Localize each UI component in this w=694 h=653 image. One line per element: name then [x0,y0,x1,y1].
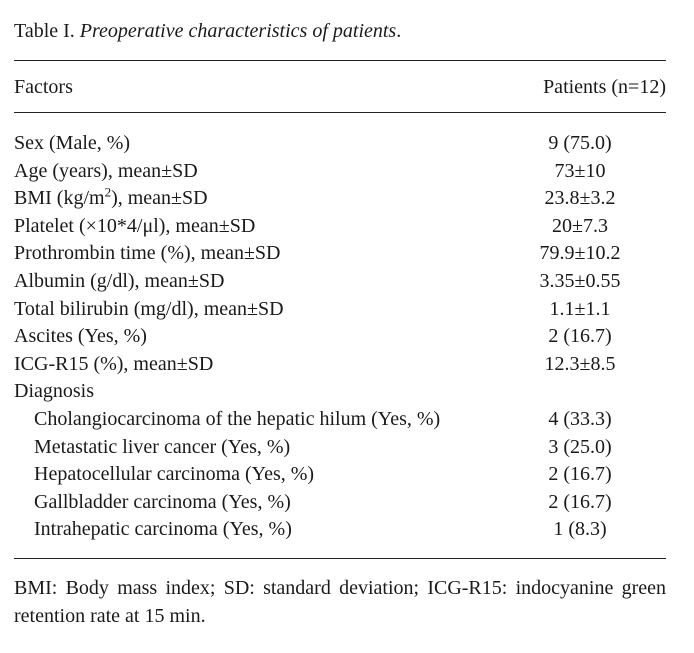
row-label: Albumin (g/dl), mean±SD [14,269,225,292]
table-footnote: BMI: Body mass index; SD: standard devia… [14,577,666,627]
table-row: Hepatocellular carcinoma (Yes, %) 2 (16.… [14,461,666,489]
row-value: 3 (25.0) [548,435,612,458]
row-value: 9 (75.0) [548,132,612,154]
caption-title: Preoperative characteristics of patients [79,20,397,42]
bottom-rule [14,558,666,559]
table-row: Total bilirubin (mg/dl), mean±SD 1.1±1.1 [14,296,666,324]
row-label: Hepatocellular carcinoma (Yes, %) [34,463,315,486]
table-row: Sex (Male, %) 9 (75.0) [14,130,666,158]
row-value: 12.3±8.5 [544,352,616,375]
row-label: Ascites (Yes, %) [14,325,147,348]
row-label: ICG-R15 (%), mean±SD [14,352,214,375]
row-value: 20±7.3 [552,214,608,237]
row-value: 73±10 [554,159,606,182]
header-patients: Patients (n=12) [543,76,666,98]
table-row: Age (years), mean±SD 73±10 [14,158,666,186]
table-row: Ascites (Yes, %) 2 (16.7) [14,323,666,351]
table-row: Platelet (×10*4/μl), mean±SD 20±7.3 [14,213,666,241]
row-label: Gallbladder carcinoma (Yes, %) [34,490,291,513]
header-factors: Factors [14,76,73,98]
row-value: 2 (16.7) [548,490,612,513]
table-row: Cholangiocarcinoma of the hepatic hilum … [14,406,666,434]
table-row: Intrahepatic carcinoma (Yes, %) 1 (8.3) [14,516,666,544]
table-row: BMI (kg/m2), mean±SD 23.8±3.2 [14,185,666,213]
row-label: Sex (Male, %) [14,132,131,154]
table-caption: Table I. Preoperative characteristics of… [14,19,401,43]
header-rule [14,112,666,113]
table-header: Factors Patients (n=12) [14,74,666,100]
caption-period: . [396,20,402,42]
table-row: Gallbladder carcinoma (Yes, %) 2 (16.7) [14,489,666,517]
row-label: Age (years), mean±SD [14,159,198,182]
row-value: 4 (33.3) [548,407,612,430]
row-label: Cholangiocarcinoma of the hepatic hilum … [34,407,441,430]
row-label: BMI (kg/m2), mean±SD [14,185,208,213]
row-label-sup: 2 [104,184,112,200]
row-value: 2 (16.7) [548,325,612,348]
row-value: 23.8±3.2 [544,187,616,210]
row-label-pre: BMI (kg/m [14,187,105,210]
row-label: Total bilirubin (mg/dl), mean±SD [14,297,284,320]
row-value: 1 (8.3) [553,518,607,541]
table-row: Metastatic liver cancer (Yes, %) 3 (25.0… [14,434,666,462]
table-row: Albumin (g/dl), mean±SD 3.35±0.55 [14,268,666,296]
row-value: 3.35±0.55 [539,269,621,292]
table-row-group-heading: Diagnosis [14,378,666,406]
row-label: Prothrombin time (%), mean±SD [14,242,281,265]
row-label: Diagnosis [14,380,94,403]
table-row: Prothrombin time (%), mean±SD 79.9±10.2 [14,240,666,268]
caption-label: Table I. [14,20,75,42]
row-label: Intrahepatic carcinoma (Yes, %) [34,518,292,541]
row-label: Platelet (×10*4/μl), mean±SD [14,214,256,237]
table-body: Sex (Male, %) 9 (75.0) Age (years), mean… [14,130,666,544]
row-label-post: ), mean±SD [111,187,208,210]
row-value: 1.1±1.1 [549,297,611,320]
top-rule [14,60,666,61]
row-label: Metastatic liver cancer (Yes, %) [34,435,291,458]
row-value: 2 (16.7) [548,463,612,486]
row-value: 79.9±10.2 [539,242,621,265]
table-row: ICG-R15 (%), mean±SD 12.3±8.5 [14,351,666,379]
